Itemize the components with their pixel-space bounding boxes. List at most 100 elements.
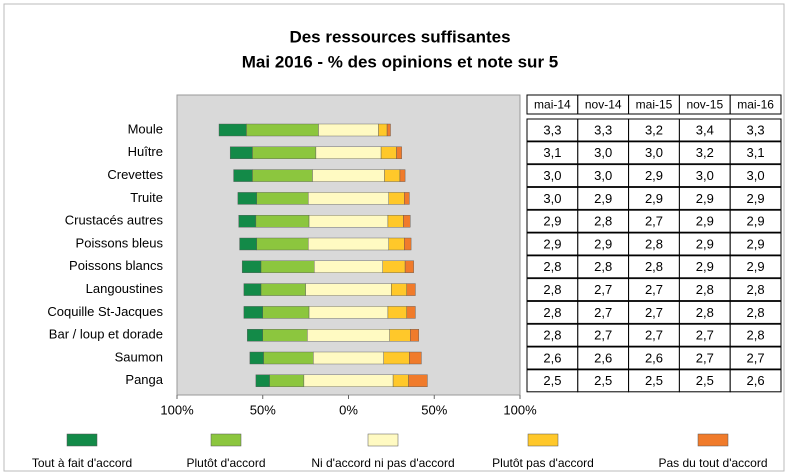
table-header: mai-16 bbox=[737, 98, 774, 112]
bar-segment bbox=[262, 329, 308, 342]
bar-segment bbox=[260, 260, 315, 273]
bar-segment bbox=[314, 260, 384, 273]
table-cell-text: 2,8 bbox=[645, 259, 663, 274]
table-cell-text: 2,8 bbox=[543, 328, 561, 343]
bar-segment bbox=[406, 306, 416, 319]
x-tick-label: 100% bbox=[503, 402, 537, 417]
table-cell bbox=[729, 255, 782, 279]
bar-segment bbox=[307, 237, 390, 251]
bar-segment bbox=[391, 283, 408, 296]
legend-swatch bbox=[697, 433, 729, 447]
table-cell-text: 2,7 bbox=[594, 282, 612, 297]
table-header: mai-14 bbox=[534, 98, 571, 112]
table-cell bbox=[729, 118, 782, 142]
table-cell-text: 3,3 bbox=[594, 122, 612, 137]
table-cell-text: 2,9 bbox=[594, 236, 612, 251]
table-cell-text: 2,8 bbox=[594, 259, 612, 274]
table-cell bbox=[729, 209, 782, 233]
legend-label: Tout à fait d'accord bbox=[32, 456, 132, 470]
bar-segment bbox=[247, 329, 263, 342]
category-label: Poissons blancs bbox=[69, 258, 163, 273]
table-cell-text: 2,8 bbox=[696, 305, 714, 320]
table-cell-text: 2,8 bbox=[747, 282, 765, 297]
bar-segment bbox=[305, 283, 392, 296]
table-header: mai-15 bbox=[636, 98, 673, 112]
bar-segment bbox=[399, 169, 406, 182]
category-label: Moule bbox=[128, 121, 163, 136]
bar-segment bbox=[307, 329, 390, 342]
bar-segment bbox=[249, 351, 264, 365]
table-cell-text: 2,7 bbox=[696, 350, 714, 365]
legend-swatch bbox=[527, 433, 559, 447]
table-cell-text: 2,9 bbox=[747, 236, 765, 251]
bar-segment bbox=[255, 214, 310, 228]
table-cell-text: 2,5 bbox=[645, 373, 663, 388]
bar-segment bbox=[387, 306, 408, 319]
table-header: nov-15 bbox=[686, 98, 723, 112]
table-cell-text: 2,9 bbox=[543, 236, 561, 251]
table-cell-text: 2,5 bbox=[696, 373, 714, 388]
table-cell-text: 2,9 bbox=[696, 214, 714, 229]
table-cell bbox=[729, 300, 782, 324]
table-cell bbox=[729, 141, 782, 165]
table-cell-text: 2,8 bbox=[543, 305, 561, 320]
table-cell-text: 2,8 bbox=[747, 305, 765, 320]
bar-segment bbox=[256, 192, 309, 205]
bar-segment bbox=[387, 214, 404, 228]
category-label: Truite bbox=[130, 190, 163, 205]
legend-swatch bbox=[210, 433, 242, 447]
table-cell-text: 2,9 bbox=[747, 191, 765, 206]
bar-segment bbox=[382, 260, 406, 273]
table-cell bbox=[729, 186, 782, 210]
bar-segment bbox=[269, 374, 305, 387]
bar-segment bbox=[307, 192, 390, 205]
table-cell bbox=[729, 346, 782, 370]
category-label: Panga bbox=[125, 372, 163, 387]
bar-segment bbox=[308, 214, 389, 228]
table-cell-text: 3,1 bbox=[747, 145, 765, 160]
bar-segment bbox=[239, 237, 257, 251]
table-cell-text: 3,2 bbox=[696, 145, 714, 160]
bar-segment bbox=[252, 169, 313, 182]
bar-segment bbox=[243, 306, 263, 319]
bar-segment bbox=[238, 214, 257, 228]
table-cell-text: 3,0 bbox=[594, 145, 612, 160]
bar-segment bbox=[404, 237, 412, 251]
bar-segment bbox=[243, 283, 262, 296]
category-label: Crevettes bbox=[107, 167, 163, 182]
table-cell-text: 2,7 bbox=[645, 282, 663, 297]
bar-segment bbox=[263, 351, 314, 365]
bar-segment bbox=[388, 192, 405, 205]
legend-swatch bbox=[367, 433, 399, 447]
table-cell-text: 2,8 bbox=[645, 236, 663, 251]
bar-segment bbox=[241, 260, 262, 273]
table-cell-text: 2,5 bbox=[594, 373, 612, 388]
table-cell-text: 2,8 bbox=[747, 328, 765, 343]
table-cell-text: 2,6 bbox=[645, 350, 663, 365]
table-cell-text: 2,7 bbox=[747, 350, 765, 365]
x-tick-label: 50% bbox=[250, 402, 276, 417]
table-cell-text: 2,7 bbox=[645, 214, 663, 229]
bar-segment bbox=[403, 214, 411, 228]
bar-segment bbox=[246, 123, 319, 137]
chart-subtitle: Mai 2016 - % des opinions et note sur 5 bbox=[242, 52, 558, 71]
table-header-cell bbox=[729, 94, 782, 115]
table-cell-text: 3,3 bbox=[747, 122, 765, 137]
bar-segment bbox=[409, 351, 422, 365]
bar-segment bbox=[408, 374, 428, 387]
table-cell-text: 3,4 bbox=[696, 122, 714, 137]
table-cell-text: 2,9 bbox=[543, 214, 561, 229]
bar-segment bbox=[260, 283, 306, 296]
table-cell-text: 2,7 bbox=[696, 328, 714, 343]
table-cell bbox=[729, 369, 782, 393]
chart-title: Des ressources suffisantes bbox=[289, 27, 510, 46]
table-cell-text: 2,9 bbox=[594, 191, 612, 206]
category-label: Saumon bbox=[115, 349, 163, 364]
bar-segment bbox=[410, 329, 420, 342]
legend-label: Pas du tout d'accord bbox=[658, 456, 767, 470]
table-cell-text: 2,6 bbox=[747, 373, 765, 388]
table-cell bbox=[729, 232, 782, 256]
category-label: Bar / loup et dorade bbox=[49, 327, 163, 342]
bar-segment bbox=[252, 146, 317, 160]
